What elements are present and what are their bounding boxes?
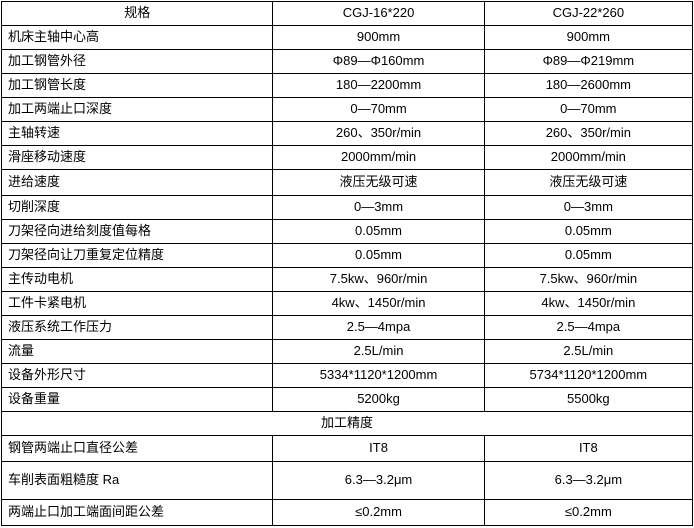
row-value-model-2: 7.5kw、960r/min: [483, 267, 694, 292]
row-value-model-2: 6.3—3.2μm: [483, 461, 694, 500]
row-label: 主传动电机: [0, 267, 274, 292]
row-value-model-1: 5334*1120*1200mm: [272, 363, 485, 388]
table-row: 车削表面粗糙度 Ra 6.3—3.2μm 6.3—3.2μm: [0, 461, 694, 500]
row-value-model-2: ≤0.2mm: [483, 499, 694, 526]
row-value-model-1: 4kw、1450r/min: [272, 291, 485, 316]
row-value-model-2: 0.05mm: [483, 243, 694, 268]
header-model-1: CGJ-16*220: [272, 1, 485, 26]
row-label: 刀架径向进给刻度值每格: [0, 219, 274, 244]
header-spec-label: 规格: [0, 1, 274, 26]
row-label: 滑座移动速度: [0, 145, 274, 170]
table-row: 两端止口加工端面间距公差 ≤0.2mm ≤0.2mm: [0, 499, 694, 526]
row-value-model-2: 900mm: [483, 25, 694, 50]
row-label: 加工钢管外径: [0, 49, 274, 74]
row-value-model-1: 6.3—3.2μm: [272, 461, 485, 500]
row-value-model-1: 液压无级可速: [272, 169, 485, 196]
row-label: 进给速度: [0, 169, 274, 196]
row-value-model-2: Φ89—Φ219mm: [483, 49, 694, 74]
header-model-2: CGJ-22*260: [483, 1, 694, 26]
row-label: 刀架径向让刀重复定位精度: [0, 243, 274, 268]
row-value-model-1: IT8: [272, 435, 485, 462]
table-row: 机床主轴中心高 900mm 900mm: [0, 25, 694, 50]
row-value-model-1: 180—2200mm: [272, 73, 485, 98]
table-row: 刀架径向让刀重复定位精度 0.05mm 0.05mm: [0, 243, 694, 268]
row-label: 两端止口加工端面间距公差: [0, 499, 274, 526]
row-label: 加工钢管长度: [0, 73, 274, 98]
row-value-model-2: 0.05mm: [483, 219, 694, 244]
row-value-model-1: 0—70mm: [272, 97, 485, 122]
row-value-model-2: 2000mm/min: [483, 145, 694, 170]
table-row: 加工钢管长度 180—2200mm 180—2600mm: [0, 73, 694, 98]
table-row: 进给速度 液压无级可速 液压无级可速: [0, 169, 694, 196]
row-value-model-1: 0.05mm: [272, 219, 485, 244]
row-value-model-1: 5200kg: [272, 387, 485, 412]
row-value-model-1: 0.05mm: [272, 243, 485, 268]
row-value-model-1: 2000mm/min: [272, 145, 485, 170]
row-value-model-2: 260、350r/min: [483, 121, 694, 146]
table-row: 主轴转速 260、350r/min 260、350r/min: [0, 121, 694, 146]
table-row: 滑座移动速度 2000mm/min 2000mm/min: [0, 145, 694, 170]
row-value-model-2: 5500kg: [483, 387, 694, 412]
row-value-model-2: 2.5L/min: [483, 339, 694, 364]
row-value-model-2: 2.5—4mpa: [483, 315, 694, 340]
row-value-model-1: 2.5L/min: [272, 339, 485, 364]
row-label: 流量: [0, 339, 274, 364]
row-value-model-2: IT8: [483, 435, 694, 462]
row-value-model-2: 液压无级可速: [483, 169, 694, 196]
row-value-model-1: 0—3mm: [272, 195, 485, 220]
row-label: 主轴转速: [0, 121, 274, 146]
row-value-model-2: 180—2600mm: [483, 73, 694, 98]
table-row: 切削深度 0—3mm 0—3mm: [0, 195, 694, 220]
table-row: 刀架径向进给刻度值每格 0.05mm 0.05mm: [0, 219, 694, 244]
row-label: 设备重量: [0, 387, 274, 412]
table-row: 工件卡紧电机 4kw、1450r/min 4kw、1450r/min: [0, 291, 694, 316]
row-label: 切削深度: [0, 195, 274, 220]
row-value-model-2: 0—3mm: [483, 195, 694, 220]
table-row: 钢管两端止口直径公差 IT8 IT8: [0, 435, 694, 462]
table-row: 设备重量 5200kg 5500kg: [0, 387, 694, 412]
row-value-model-2: 4kw、1450r/min: [483, 291, 694, 316]
table-row: 主传动电机 7.5kw、960r/min 7.5kw、960r/min: [0, 267, 694, 292]
row-value-model-1: 7.5kw、960r/min: [272, 267, 485, 292]
row-label: 液压系统工作压力: [0, 315, 274, 340]
table-row: 流量 2.5L/min 2.5L/min: [0, 339, 694, 364]
row-value-model-2: 0—70mm: [483, 97, 694, 122]
row-value-model-1: 260、350r/min: [272, 121, 485, 146]
row-label: 设备外形尺寸: [0, 363, 274, 388]
table-row: 加工钢管外径 Φ89—Φ160mm Φ89—Φ219mm: [0, 49, 694, 74]
row-value-model-1: 2.5—4mpa: [272, 315, 485, 340]
row-label: 机床主轴中心高: [0, 25, 274, 50]
row-value-model-2: 5734*1120*1200mm: [483, 363, 694, 388]
row-value-model-1: Φ89—Φ160mm: [272, 49, 485, 74]
table-header-row: 规格 CGJ-16*220 CGJ-22*260: [0, 1, 694, 26]
table-row: 液压系统工作压力 2.5—4mpa 2.5—4mpa: [0, 315, 694, 340]
row-label: 车削表面粗糙度 Ra: [0, 461, 274, 500]
row-label: 钢管两端止口直径公差: [0, 435, 274, 462]
table-row: 设备外形尺寸 5334*1120*1200mm 5734*1120*1200mm: [0, 363, 694, 388]
section-heading-machining-accuracy: 加工精度: [1, 411, 693, 436]
row-label: 工件卡紧电机: [0, 291, 274, 316]
table-row: 加工两端止口深度 0—70mm 0—70mm: [0, 97, 694, 122]
row-value-model-1: ≤0.2mm: [272, 499, 485, 526]
section-heading-row: 加工精度: [1, 411, 693, 436]
row-value-model-1: 900mm: [272, 25, 485, 50]
row-label: 加工两端止口深度: [0, 97, 274, 122]
